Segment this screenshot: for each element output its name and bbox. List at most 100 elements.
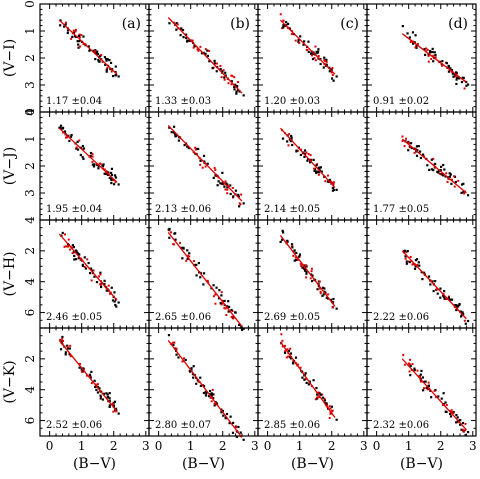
- data-point: [432, 60, 435, 63]
- data-point: [238, 323, 241, 326]
- data-point: [209, 393, 212, 396]
- data-point: [432, 54, 435, 57]
- data-point: [199, 384, 202, 388]
- data-point: [443, 290, 446, 293]
- data-point: [206, 162, 209, 165]
- data-point: [179, 241, 182, 244]
- data-point: [425, 386, 428, 389]
- y-tick-label: 3: [23, 189, 37, 197]
- data-point: [205, 392, 208, 395]
- data-point: [70, 37, 73, 40]
- data-point: [89, 376, 92, 379]
- data-point: [72, 251, 75, 254]
- data-point: [225, 412, 229, 416]
- data-point: [98, 387, 101, 390]
- data-point: [302, 43, 305, 46]
- data-point: [221, 409, 224, 413]
- data-point: [232, 195, 235, 198]
- data-point: [427, 275, 431, 278]
- data-point: [431, 50, 434, 54]
- data-point: [331, 189, 335, 192]
- data-point: [105, 68, 108, 71]
- data-point: [413, 367, 416, 370]
- data-point: [108, 399, 111, 403]
- data-point: [286, 22, 290, 26]
- data-point: [453, 175, 456, 178]
- data-point: [304, 372, 307, 375]
- data-point: [112, 183, 116, 186]
- data-point: [227, 305, 231, 309]
- data-point: [429, 51, 432, 54]
- data-point: [442, 294, 445, 297]
- data-point: [237, 193, 240, 196]
- data-point: [456, 416, 459, 419]
- data-point: [285, 356, 288, 359]
- data-point: [335, 188, 338, 191]
- data-point: [96, 53, 100, 56]
- slope-label: 1.95 ±0.04: [46, 204, 102, 215]
- data-point: [199, 276, 202, 279]
- data-point: [221, 182, 224, 185]
- data-point: [454, 180, 457, 184]
- data-point: [433, 51, 436, 54]
- data-point: [304, 378, 307, 381]
- data-point: [182, 247, 185, 250]
- data-point: [97, 58, 100, 62]
- data-point: [90, 370, 93, 373]
- data-point: [321, 393, 324, 396]
- data-point: [217, 297, 221, 300]
- panel-grid: 1.17 ±0.04 (a) 1.33 ±0.03 (b) 1.20 ±0.03 (c) 0…: [39, 3, 477, 441]
- data-point: [427, 60, 430, 63]
- data-point: [66, 347, 70, 350]
- data-point: [332, 297, 335, 301]
- data-point: [242, 327, 245, 330]
- data-point: [195, 263, 198, 266]
- data-point: [69, 344, 72, 347]
- data-point: [289, 357, 293, 360]
- data-point: [407, 362, 410, 365]
- data-point: [82, 35, 85, 38]
- data-point: [449, 67, 452, 70]
- data-point: [168, 227, 171, 231]
- data-point: [315, 170, 319, 173]
- data-point: [442, 163, 445, 167]
- data-point: [297, 40, 300, 44]
- data-point: [305, 270, 308, 273]
- data-point: [443, 297, 446, 300]
- data-point: [464, 434, 467, 437]
- data-point: [452, 75, 455, 78]
- fit-line: [167, 339, 243, 438]
- data-point: [181, 28, 185, 32]
- data-point: [215, 70, 218, 73]
- data-point: [196, 48, 199, 51]
- data-point: [108, 405, 111, 409]
- data-point: [195, 147, 199, 151]
- data-point: [65, 136, 68, 139]
- data-point: [214, 302, 217, 305]
- data-point: [220, 76, 223, 79]
- slope-label: 2.65 ±0.06: [155, 312, 211, 323]
- data-point: [329, 298, 333, 302]
- data-point: [225, 305, 229, 308]
- data-point: [214, 174, 217, 177]
- data-point: [238, 205, 241, 208]
- data-point: [411, 31, 415, 34]
- data-point: [319, 166, 322, 169]
- data-point: [432, 289, 435, 293]
- data-point: [87, 261, 90, 265]
- data-point: [411, 363, 414, 366]
- data-point: [460, 315, 463, 318]
- data-point: [80, 368, 83, 371]
- data-point: [192, 376, 195, 379]
- data-point: [103, 168, 106, 171]
- data-point: [82, 43, 85, 46]
- data-point: [110, 177, 113, 180]
- data-point: [462, 430, 465, 433]
- data-point: [443, 168, 446, 171]
- data-point: [99, 394, 102, 397]
- data-point: [95, 281, 99, 284]
- data-point: [188, 369, 191, 373]
- fit-line: [401, 250, 467, 320]
- data-point: [311, 274, 314, 277]
- data-point: [77, 43, 80, 46]
